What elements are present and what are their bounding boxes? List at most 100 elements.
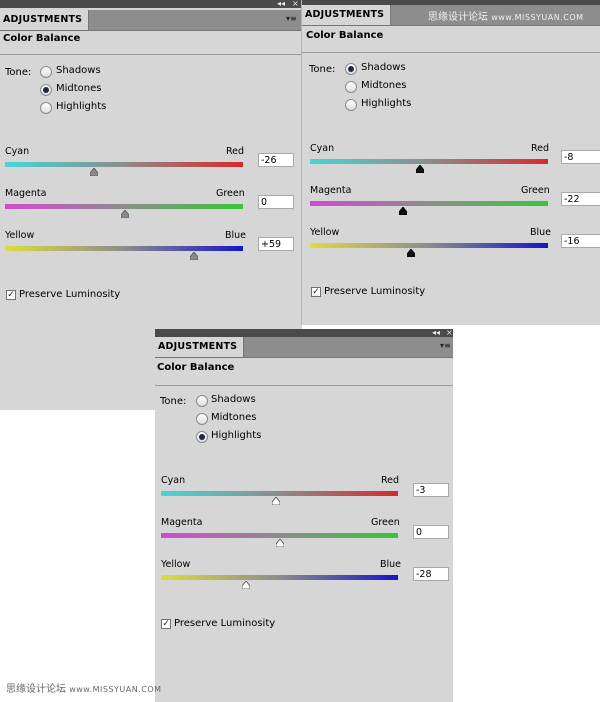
- radio-highlights[interactable]: [40, 102, 52, 114]
- slider-left-label-cyan: Cyan: [161, 475, 186, 486]
- preserve-luminosity-checkbox[interactable]: ✓: [311, 287, 321, 297]
- slider-left-label-yellow: Yellow: [161, 559, 191, 570]
- tone-label: Tone:: [160, 396, 187, 407]
- preserve-luminosity-label: Preserve Luminosity: [324, 286, 426, 297]
- slider-right-label-red: Red: [381, 475, 400, 486]
- magenta-green-slider-track[interactable]: [5, 204, 243, 209]
- radio-label-shadows: Shadows: [211, 394, 256, 405]
- radio-shadows[interactable]: [40, 66, 52, 78]
- radio-midtones[interactable]: [345, 81, 357, 93]
- magenta-green-value-input[interactable]: -22: [561, 192, 600, 206]
- panel-menu-icon[interactable]: ▾≡: [286, 14, 297, 23]
- slider-right-label-green: Green: [216, 188, 245, 199]
- preserve-luminosity-label: Preserve Luminosity: [19, 289, 121, 300]
- watermark-url: www.MISSYUAN.COM: [69, 685, 162, 694]
- radio-label-midtones: Midtones: [361, 80, 407, 91]
- yellow-blue-slider-thumb[interactable]: [190, 252, 198, 260]
- magenta-green-value-input[interactable]: 0: [258, 195, 294, 209]
- adjustments-panel-highlights: ◂◂ × ADJUSTMENTS ▾≡ Color Balance Tone: …: [155, 328, 453, 702]
- watermark-text: 思缘设计论坛: [428, 12, 488, 23]
- panel-top-bar: ◂◂ ×: [155, 328, 453, 337]
- yellow-blue-value-input[interactable]: -28: [413, 567, 449, 581]
- radio-label-highlights: Highlights: [56, 101, 107, 112]
- adjustments-panel-midtones: ◂◂ × ADJUSTMENTS ▾≡ Color Balance Tone: …: [0, 0, 302, 410]
- slider-right-label-green: Green: [521, 185, 550, 196]
- divider: [0, 54, 302, 55]
- cyan-red-slider-thumb[interactable]: [90, 168, 98, 176]
- radio-label-highlights: Highlights: [361, 98, 412, 109]
- magenta-green-slider-thumb[interactable]: [399, 207, 407, 215]
- panel-tab-row: ADJUSTMENTS 思缘设计论坛 www.MISSYUAN.COM: [302, 5, 600, 26]
- watermark-top: 思缘设计论坛 www.MISSYUAN.COM: [428, 8, 584, 23]
- magenta-green-slider-thumb[interactable]: [121, 210, 129, 218]
- cyan-red-slider-thumb[interactable]: [416, 165, 424, 173]
- yellow-blue-value-input[interactable]: +59: [258, 237, 294, 251]
- yellow-blue-slider-thumb[interactable]: [242, 581, 250, 589]
- yellow-blue-slider-thumb[interactable]: [407, 249, 415, 257]
- preserve-luminosity-checkbox[interactable]: ✓: [161, 619, 171, 629]
- panel-top-bar: [302, 0, 600, 5]
- magenta-green-slider-track[interactable]: [310, 201, 548, 206]
- magenta-green-slider-thumb[interactable]: [276, 539, 284, 547]
- slider-right-label-red: Red: [531, 143, 550, 154]
- close-icon[interactable]: ×: [446, 328, 453, 337]
- yellow-blue-value-input[interactable]: -16: [561, 234, 600, 248]
- slider-right-label-blue: Blue: [380, 559, 402, 570]
- slider-left-label-magenta: Magenta: [5, 188, 47, 199]
- tab-adjustments[interactable]: ADJUSTMENTS: [155, 337, 245, 357]
- radio-label-highlights: Highlights: [211, 430, 262, 441]
- radio-label-midtones: Midtones: [211, 412, 257, 423]
- slider-left-label-yellow: Yellow: [5, 230, 35, 241]
- cyan-red-slider-thumb[interactable]: [272, 497, 280, 505]
- cyan-red-value-input[interactable]: -8: [561, 150, 600, 164]
- divider: [155, 385, 453, 386]
- panel-title: Color Balance: [157, 362, 235, 373]
- tab-adjustments[interactable]: ADJUSTMENTS: [302, 5, 392, 25]
- watermark-url: www.MISSYUAN.COM: [491, 13, 584, 22]
- preserve-luminosity-checkbox[interactable]: ✓: [6, 290, 16, 300]
- slider-left-label-cyan: Cyan: [310, 143, 335, 154]
- radio-highlights[interactable]: [196, 431, 208, 443]
- yellow-blue-slider-track[interactable]: [310, 243, 548, 248]
- radio-midtones[interactable]: [196, 413, 208, 425]
- panel-menu-icon[interactable]: ▾≡: [440, 341, 451, 350]
- divider: [302, 52, 600, 53]
- double-chevron-left-icon[interactable]: ◂◂: [277, 0, 286, 8]
- radio-label-shadows: Shadows: [56, 65, 101, 76]
- slider-left-label-magenta: Magenta: [161, 517, 203, 528]
- slider-left-label-yellow: Yellow: [310, 227, 340, 238]
- tab-adjustments[interactable]: ADJUSTMENTS: [0, 10, 90, 30]
- cyan-red-slider-track[interactable]: [310, 159, 548, 164]
- yellow-blue-slider-track[interactable]: [161, 575, 398, 580]
- adjustments-panel-shadows: ADJUSTMENTS 思缘设计论坛 www.MISSYUAN.COM Colo…: [301, 0, 600, 325]
- radio-midtones[interactable]: [40, 84, 52, 96]
- cyan-red-value-input[interactable]: -26: [258, 153, 294, 167]
- slider-right-label-green: Green: [371, 517, 400, 528]
- cyan-red-value-input[interactable]: -3: [413, 483, 449, 497]
- cyan-red-slider-track[interactable]: [5, 162, 243, 167]
- watermark-bottom: 思缘设计论坛 www.MISSYUAN.COM: [6, 680, 162, 695]
- slider-right-label-blue: Blue: [530, 227, 552, 238]
- slider-right-label-blue: Blue: [225, 230, 247, 241]
- double-chevron-left-icon[interactable]: ◂◂: [432, 328, 441, 337]
- panel-top-bar: ◂◂ ×: [0, 0, 302, 8]
- yellow-blue-slider-track[interactable]: [5, 246, 243, 251]
- close-icon[interactable]: ×: [292, 0, 299, 8]
- tone-label: Tone:: [309, 64, 336, 75]
- radio-shadows[interactable]: [345, 63, 357, 75]
- panel-title: Color Balance: [306, 30, 384, 41]
- radio-label-shadows: Shadows: [361, 62, 406, 73]
- magenta-green-value-input[interactable]: 0: [413, 525, 449, 539]
- tone-label: Tone:: [5, 67, 32, 78]
- panel-tab-row: ADJUSTMENTS ▾≡: [155, 337, 453, 358]
- slider-right-label-red: Red: [226, 146, 245, 157]
- watermark-text: 思缘设计论坛: [6, 684, 66, 695]
- preserve-luminosity-label: Preserve Luminosity: [174, 618, 276, 629]
- magenta-green-slider-track[interactable]: [161, 533, 398, 538]
- radio-shadows[interactable]: [196, 395, 208, 407]
- cyan-red-slider-track[interactable]: [161, 491, 398, 496]
- radio-highlights[interactable]: [345, 99, 357, 111]
- slider-left-label-magenta: Magenta: [310, 185, 352, 196]
- panel-title: Color Balance: [3, 33, 81, 44]
- slider-left-label-cyan: Cyan: [5, 146, 30, 157]
